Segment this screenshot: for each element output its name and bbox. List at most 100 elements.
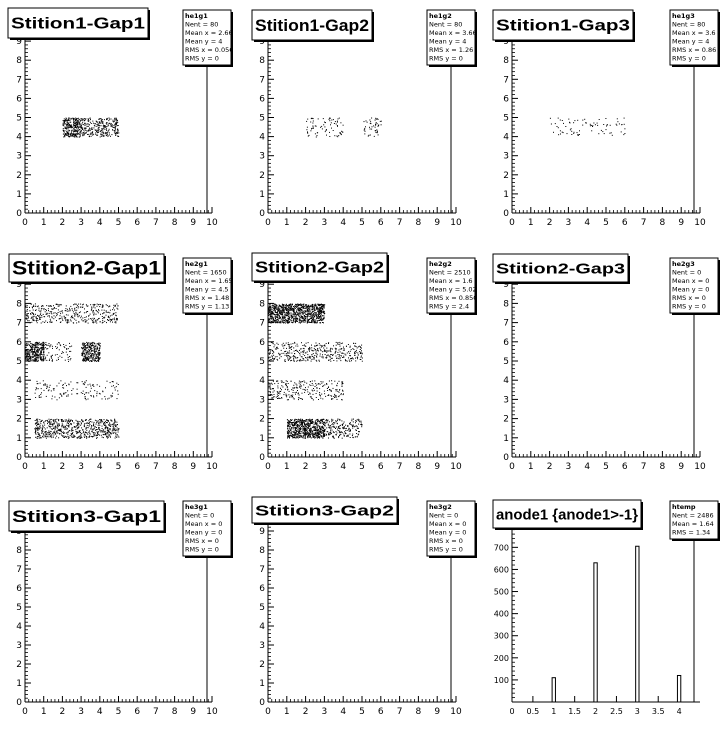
scatter-point [114,425,116,427]
y-tick-label: 6 [259,338,265,348]
scatter-point [46,313,48,315]
scatter-point [32,351,34,352]
scatter-point [105,398,106,400]
scatter-point [76,427,78,429]
scatter-point [28,344,30,346]
scatter-point [334,121,336,123]
scatter-point [107,133,108,135]
x-tick-label: 0 [22,218,28,228]
scatter-point [287,314,289,316]
scatter-point [115,435,117,437]
scatter-point [59,311,61,313]
scatter-point [73,131,75,133]
scatter-point [331,395,333,397]
scatter-point [306,351,308,353]
scatter-point [287,389,289,391]
scatter-point [101,398,103,400]
scatter-point [101,316,103,317]
scatter-point [271,355,273,357]
scatter-point [63,427,65,429]
scatter-point [53,432,55,434]
scatter-point [35,345,37,347]
scatter-point [78,437,80,439]
scatter-point [283,309,285,311]
scatter-point [91,343,93,345]
scatter-point [98,358,100,360]
scatter-point [87,352,88,354]
scatter-point [92,317,94,319]
scatter-point [83,134,85,136]
scatter-point [96,125,98,127]
scatter-point [322,398,324,400]
scatter-point [45,436,47,438]
x-tick-label: 9 [190,462,196,472]
scatter-point [305,342,307,344]
scatter-point [277,321,279,323]
x-tick-label: 2 [60,218,66,228]
x-tick-label: 6 [378,462,384,472]
scatter-point [287,310,289,311]
scatter-point [339,357,341,359]
scatter-point [282,306,284,308]
scatter-point [103,316,105,318]
scatter-point [288,344,290,346]
scatter-point [272,319,274,321]
scatter-point [319,353,321,355]
scatter-point [53,315,55,317]
scatter-point [63,136,65,138]
scatter-point [307,314,309,315]
scatter-point [573,132,575,134]
scatter-point [302,313,304,315]
scatter-point [99,385,101,387]
stats-line: RMS y = 1.13 [185,303,229,311]
scatter-point [291,317,293,319]
scatter-point [298,322,300,324]
scatter-point [77,382,79,384]
scatter-point [274,310,276,312]
scatter-point [117,129,119,131]
scatter-point [104,425,106,426]
scatter-point [566,133,568,135]
scatter-point [32,345,33,347]
scatter-point [320,312,322,314]
scatter-point [349,345,351,347]
scatter-point [71,309,73,311]
scatter-point [90,426,92,428]
scatter-point [68,124,70,126]
scatter-point [296,357,298,359]
scatter-point [83,129,85,131]
scatter-point [67,126,69,128]
scatter-point [79,134,81,136]
scatter-point [80,129,82,131]
scatter-point [338,135,340,137]
scatter-point [43,349,45,351]
scatter-point [326,388,328,389]
scatter-point [315,312,317,314]
scatter-point [337,358,339,360]
scatter-point [97,420,99,422]
scatter-point [296,305,298,307]
scatter-point [76,124,78,126]
scatter-point [312,311,314,313]
scatter-point [307,308,309,310]
scatter-point [42,428,43,430]
scatter-point [69,419,71,421]
scatter-point [275,307,276,309]
scatter-point [357,356,359,358]
scatter-point [332,348,333,350]
scatter-point [281,314,283,315]
scatter-point [108,124,110,126]
scatter-point [284,351,286,352]
scatter-point [84,122,86,124]
scatter-point [114,118,116,120]
scatter-point [307,306,309,308]
scatter-point [291,352,293,354]
scatter-point [88,392,90,394]
scatter-point [117,135,119,137]
scatter-point [36,380,38,382]
scatter-point [300,305,302,306]
scatter-point [281,352,283,354]
scatter-point [81,128,83,130]
scatter-point [108,306,110,308]
scatter-point [41,344,43,346]
